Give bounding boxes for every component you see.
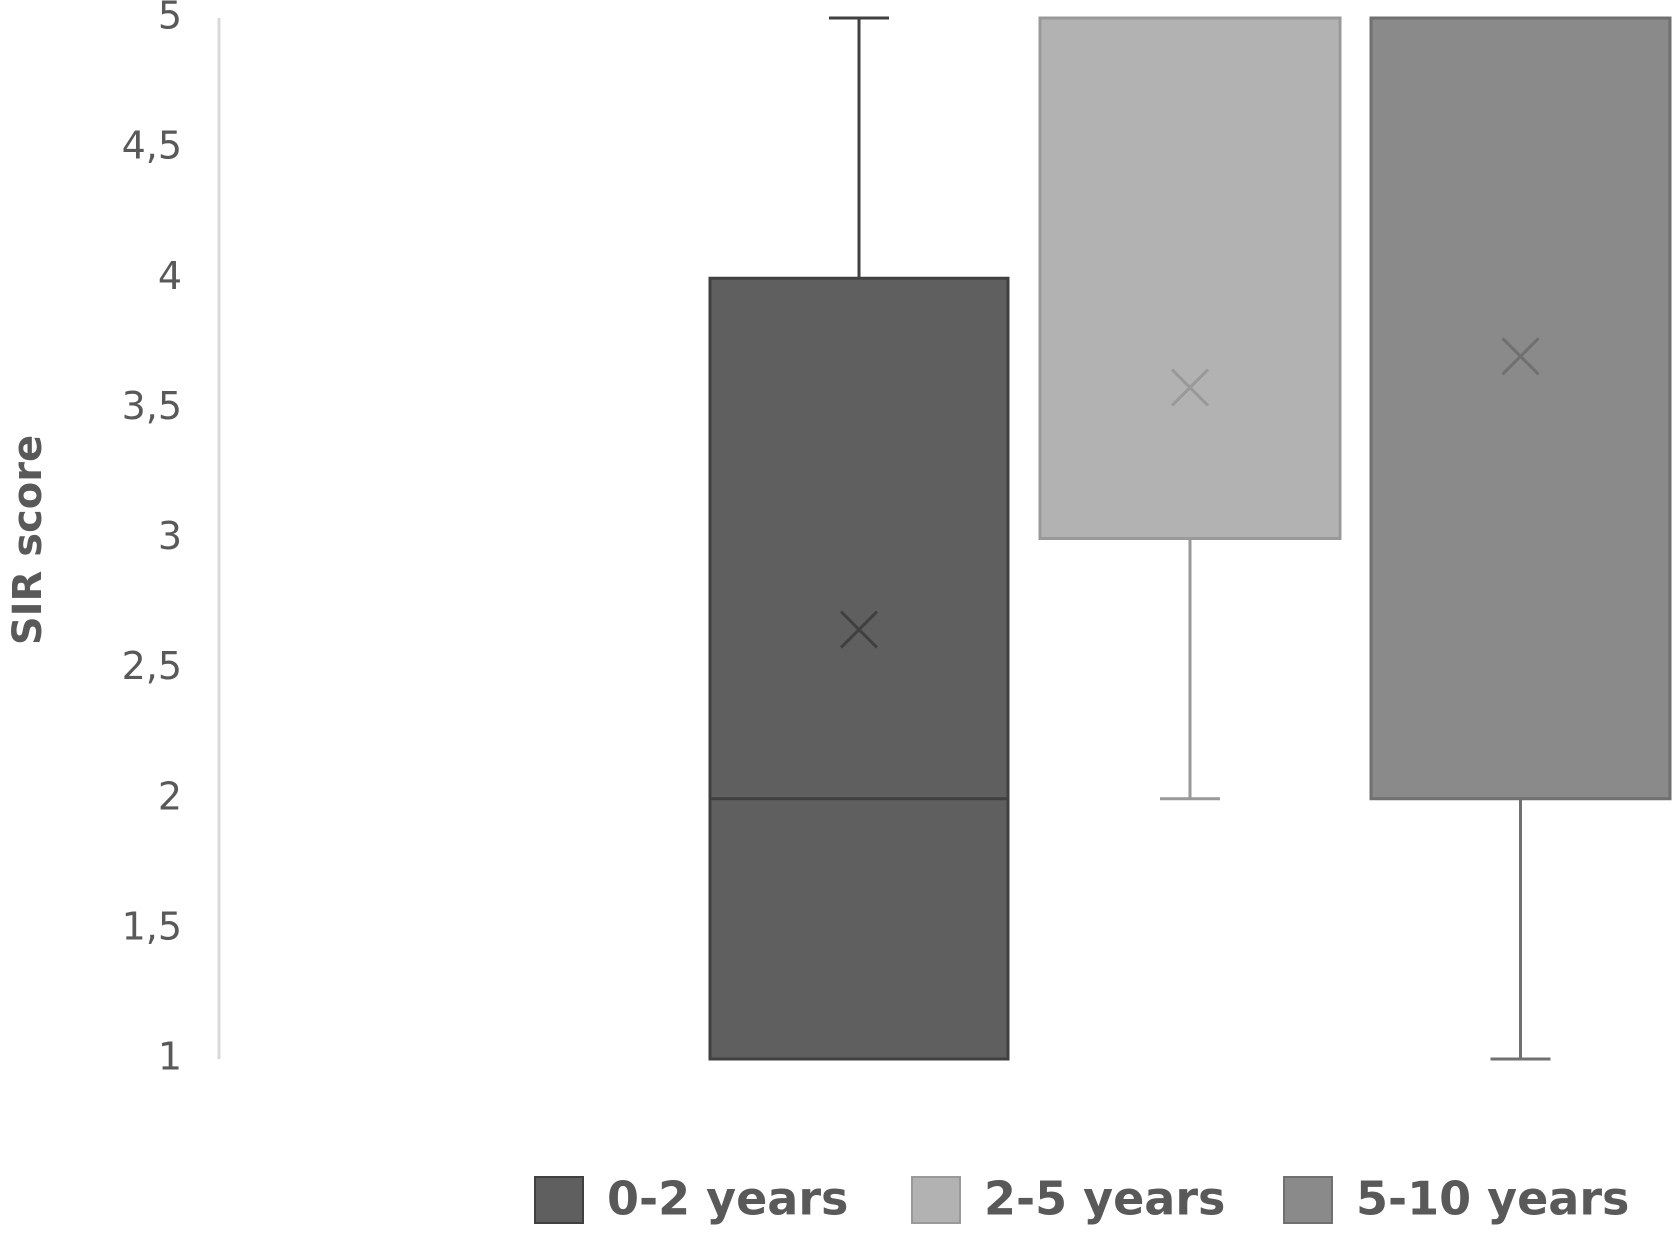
y-tick-label: 5	[158, 0, 182, 38]
legend-label: 2-5 years	[984, 1172, 1225, 1226]
y-tick-label: 1	[158, 1035, 182, 1079]
y-tick-label: 4,5	[122, 124, 182, 168]
box	[1038, 16, 1342, 540]
y-axis-title: SIR score	[5, 435, 51, 645]
box	[1369, 16, 1672, 801]
mean-marker	[1170, 368, 1210, 407]
legend-swatch	[911, 1176, 961, 1224]
mean-marker	[839, 610, 879, 649]
legend-swatch	[1283, 1176, 1333, 1224]
y-tick-label: 3,5	[122, 384, 182, 428]
mean-marker	[1501, 337, 1540, 376]
legend-label: 0-2 years	[607, 1172, 848, 1226]
y-tick-label: 3	[158, 514, 182, 558]
y-tick-label: 4	[158, 254, 182, 298]
legend-swatch	[534, 1176, 584, 1224]
y-tick-label: 2	[158, 774, 182, 818]
y-tick-label: 1,5	[122, 904, 182, 948]
legend-label: 5-10 years	[1356, 1172, 1629, 1226]
y-tick-label: 2,5	[122, 644, 182, 688]
box	[708, 276, 1010, 1061]
